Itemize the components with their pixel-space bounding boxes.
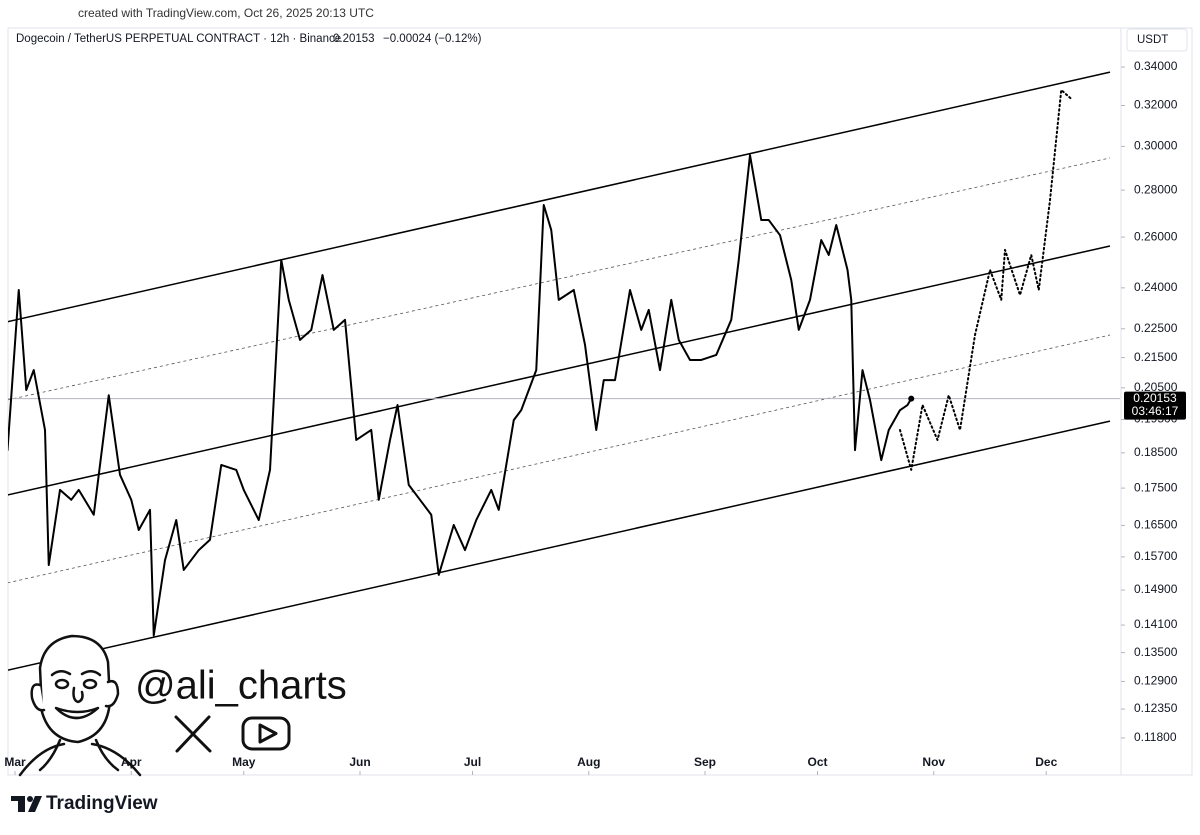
y-tick-label: 0.14100 xyxy=(1134,617,1178,631)
x-tick-label: Sep xyxy=(694,755,716,769)
y-tick-label: 0.28000 xyxy=(1134,182,1178,196)
x-tick-label: Mar xyxy=(4,755,26,769)
y-tick-label: 0.32000 xyxy=(1134,98,1178,112)
channel-line xyxy=(8,71,1111,323)
brand: TradingView xyxy=(46,793,158,814)
source-note: created with TradingView.com, Oct 26, 20… xyxy=(78,6,374,20)
x-tick-label: Apr xyxy=(121,755,142,769)
chart-title: Dogecoin / TetherUS PERPETUAL CONTRACT ·… xyxy=(16,33,341,45)
y-tick-label: 0.12900 xyxy=(1134,674,1178,688)
x-icon[interactable] xyxy=(174,715,212,753)
y-tick-label: 0.11800 xyxy=(1134,730,1177,744)
y-tick-label: 0.16500 xyxy=(1134,518,1178,532)
y-tick-label: 0.15700 xyxy=(1134,549,1178,563)
channel-line xyxy=(8,420,1111,671)
price-label: 0.20153 xyxy=(1133,391,1177,405)
y-tick-label: 0.21500 xyxy=(1134,350,1178,364)
y-tick-label: 0.20500 xyxy=(1134,380,1178,394)
header: Dogecoin / TetherUS PERPETUAL CONTRACT ·… xyxy=(16,33,482,45)
axes: 0.34000 0.32000 0.30000 0.28000 0.26000 0.240… xyxy=(4,59,1186,775)
y-tick-label: 0.34000 xyxy=(1134,59,1178,73)
y-tick-label: 0.22500 xyxy=(1134,321,1178,335)
x-tick-label: Aug xyxy=(577,755,600,769)
channel-line xyxy=(8,245,1111,496)
y-tick-label: 0.26000 xyxy=(1134,229,1178,243)
y-tick-label: 0.14900 xyxy=(1134,582,1178,596)
x-tick-label: Jul xyxy=(464,755,481,769)
last-point xyxy=(908,395,915,402)
y-tick-label: 0.18500 xyxy=(1134,445,1178,459)
watermark: @ali_charts xyxy=(135,664,347,708)
x-tick-label: Oct xyxy=(807,755,827,769)
y-tick-label: 0.30000 xyxy=(1134,139,1178,153)
price-change: −0.00024 (−0.12%) xyxy=(383,33,482,45)
y-tick-label: 0.12350 xyxy=(1134,701,1178,715)
currency-box[interactable] xyxy=(1126,28,1188,52)
price-line-series xyxy=(8,154,913,637)
chart-frame xyxy=(7,27,1193,776)
youtube-icon[interactable] xyxy=(241,716,291,751)
projection-line xyxy=(899,89,1074,471)
currency: USDT xyxy=(1137,34,1168,46)
x-tick-label: Jun xyxy=(349,755,370,769)
countdown: 03:46:17 xyxy=(1132,404,1179,418)
x-tick-label: May xyxy=(232,755,256,769)
price-label-box xyxy=(1124,391,1186,420)
avatar xyxy=(18,634,142,777)
x-tick-label: Dec xyxy=(1035,755,1057,769)
x-tick-label: Nov xyxy=(922,755,945,769)
plot-area xyxy=(8,71,1120,671)
y-tick-label: 0.17500 xyxy=(1134,480,1178,494)
y-tick-label: 0.24000 xyxy=(1134,280,1178,294)
brand-logo xyxy=(11,796,42,812)
channel-line xyxy=(8,157,1111,401)
channel-line xyxy=(8,334,1111,584)
y-tick-label: 0.13500 xyxy=(1134,645,1178,659)
last-price: 0.20153 xyxy=(333,33,375,45)
